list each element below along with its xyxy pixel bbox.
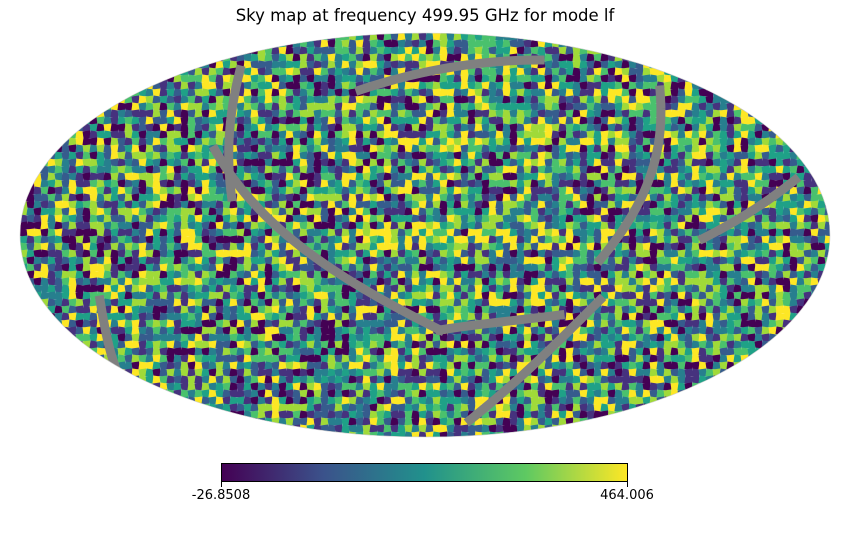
colorbar-min-label: -26.8508 xyxy=(191,488,251,503)
colorbar-min-tick xyxy=(221,482,222,487)
masked-region xyxy=(94,55,802,427)
colorbar xyxy=(221,463,628,482)
plot-title: Sky map at frequency 499.95 GHz for mode… xyxy=(235,6,615,25)
colorbar-max-tick xyxy=(627,482,628,487)
map-outline xyxy=(19,32,831,438)
colorbar-max-label: 464.006 xyxy=(600,488,654,503)
